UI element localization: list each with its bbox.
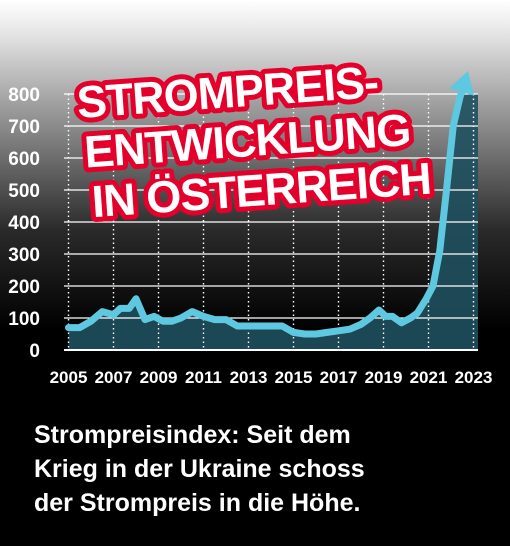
y-tick-label: 600 [8, 149, 40, 170]
caption-line-2: Krieg in der Ukraine schoss [34, 455, 365, 483]
y-tick-label: 0 [29, 341, 40, 362]
x-tick-label: 2005 [50, 368, 88, 387]
y-tick-label: 400 [8, 213, 40, 234]
y-tick-label: 300 [8, 245, 40, 266]
area-fill [68, 84, 478, 350]
y-tick-label: 200 [8, 277, 40, 298]
x-tick-label: 2007 [95, 368, 133, 387]
caption-line-1: Strompreisindex: Seit dem [34, 421, 351, 449]
price-chart: 0 100 200 300 400 500 600 700 800 2005 2007 2009 20… [8, 51, 493, 387]
x-tick-label: 2017 [320, 368, 358, 387]
arrowhead-icon [449, 70, 475, 96]
y-tick-label: 800 [8, 85, 40, 106]
caption: Strompreisindex: Seit dem Krieg in der U… [34, 418, 474, 520]
x-tick-label: 2019 [365, 368, 403, 387]
x-tick-label: 2013 [230, 368, 268, 387]
x-tick-label: 2015 [275, 368, 313, 387]
x-tick-label: 2021 [410, 368, 448, 387]
x-tick-label: 2023 [455, 368, 493, 387]
y-tick-label: 500 [8, 181, 40, 202]
caption-line-3: der Strompreis in die Höhe. [34, 489, 361, 517]
x-tick-label: 2011 [185, 368, 222, 387]
x-tick-label: 2009 [140, 368, 178, 387]
y-tick-label: 100 [8, 309, 40, 330]
y-tick-label: 700 [8, 117, 40, 138]
chart-title: STROMPREIS- ENTWICKLUNG IN ÖSTERREICH [70, 51, 437, 232]
